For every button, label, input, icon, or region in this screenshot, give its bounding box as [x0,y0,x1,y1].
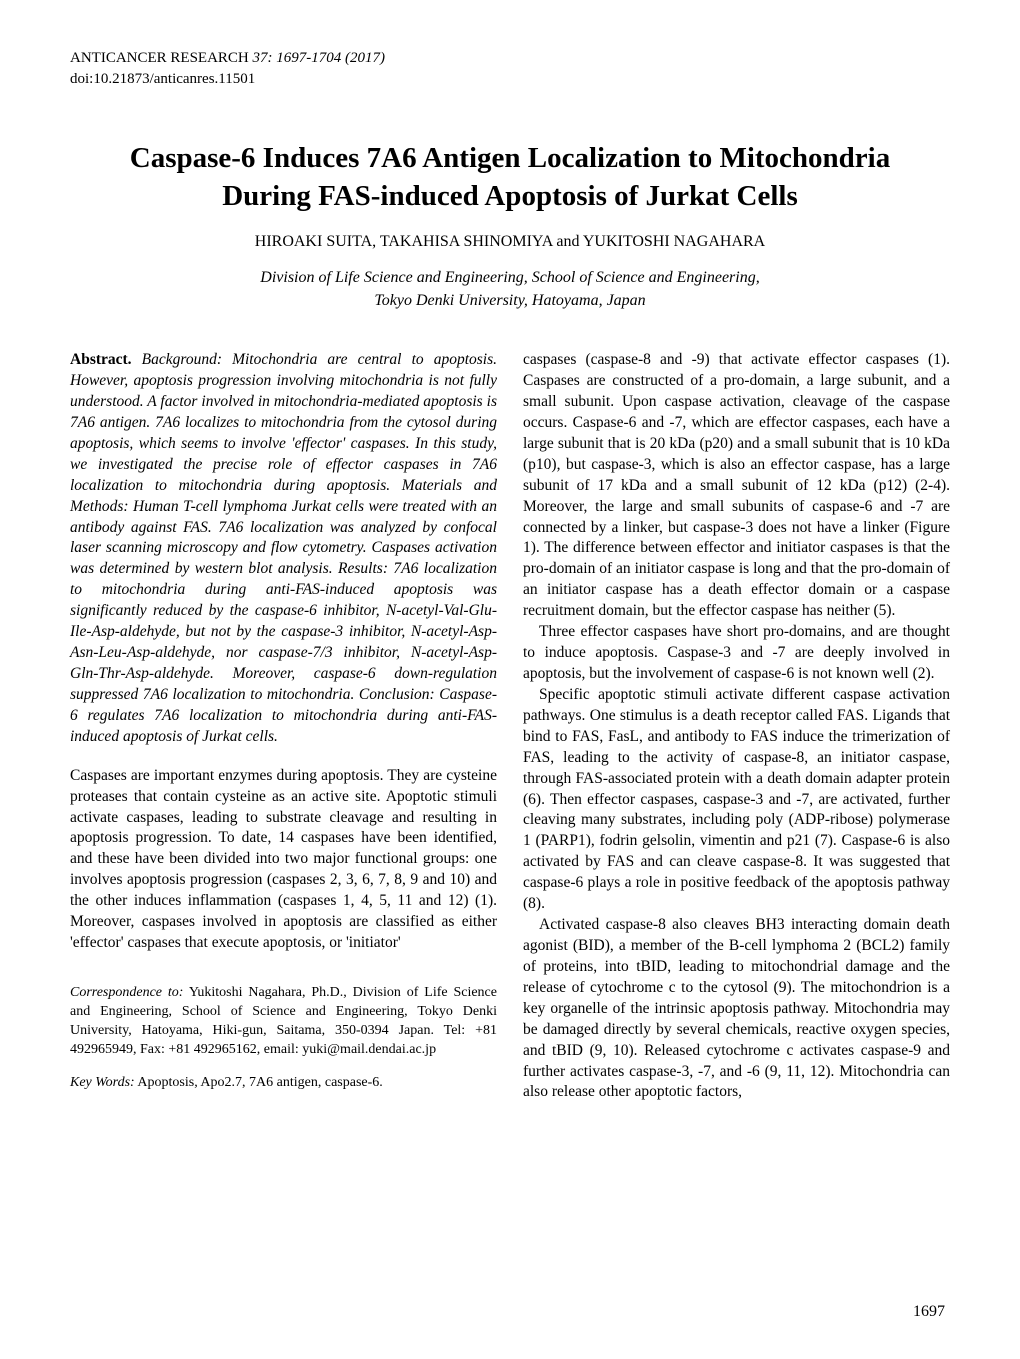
affiliation-line-1: Division of Life Science and Engineering… [70,267,950,289]
title-line-1: Caspase-6 Induces 7A6 Antigen Localizati… [70,140,950,178]
article-title: Caspase-6 Induces 7A6 Antigen Localizati… [70,140,950,215]
journal-info: ANTICANCER RESEARCH 37: 1697-1704 (2017) [70,48,950,69]
journal-name: ANTICANCER RESEARCH [70,50,249,66]
abstract-text: Background: Mitochondria are central to … [70,351,497,745]
affiliation-line-2: Tokyo Denki University, Hatoyama, Japan [70,290,950,312]
journal-header: ANTICANCER RESEARCH 37: 1697-1704 (2017)… [70,48,950,90]
journal-citation: 37: 1697-1704 (2017) [253,50,385,66]
authors: HIROAKI SUITA, TAKAHISA SHINOMIYA and YU… [70,233,950,251]
doi: doi:10.21873/anticanres.11501 [70,69,950,90]
correspondence: Correspondence to: Yukitoshi Nagahara, P… [70,984,497,1060]
body-paragraph-5: Activated caspase-8 also cleaves BH3 int… [523,915,950,1103]
title-line-2: During FAS-induced Apoptosis of Jurkat C… [70,178,950,216]
body-paragraph-3: Three effector caspases have short pro-d… [523,622,950,685]
page-number: 1697 [913,1303,945,1321]
keywords-text: Apoptosis, Apo2.7, 7A6 antigen, caspase-… [137,1075,382,1090]
body-paragraph-4: Specific apoptotic stimuli activate diff… [523,685,950,915]
abstract-label: Abstract. [70,351,132,368]
body-columns: Abstract. Background: Mitochondria are c… [70,350,950,1103]
body-paragraph-2: caspases (caspase-8 and -9) that activat… [523,350,950,622]
body-paragraph-1: Caspases are important enzymes during ap… [70,766,497,954]
keywords-label: Key Words: [70,1075,135,1090]
affiliation: Division of Life Science and Engineering… [70,267,950,312]
correspondence-label: Correspondence to: [70,985,183,1000]
keywords: Key Words: Apoptosis, Apo2.7, 7A6 antige… [70,1074,497,1093]
abstract: Abstract. Background: Mitochondria are c… [70,350,497,748]
